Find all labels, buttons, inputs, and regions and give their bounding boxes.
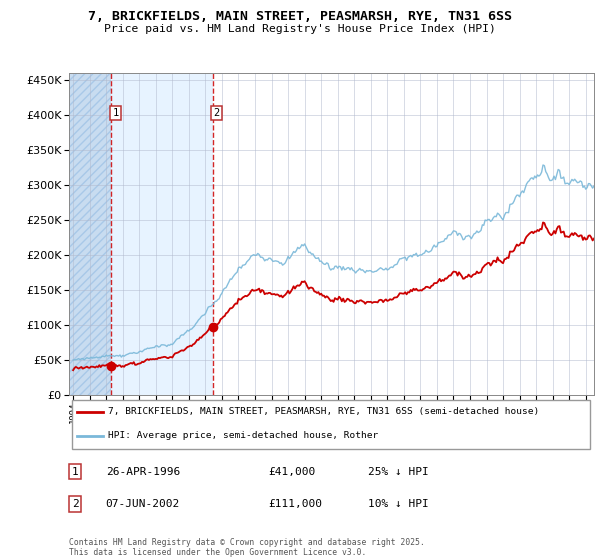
Text: 2: 2 [214, 108, 220, 118]
Bar [112, 73, 212, 395]
Text: 26-APR-1996: 26-APR-1996 [106, 466, 180, 477]
Text: 10% ↓ HPI: 10% ↓ HPI [368, 499, 429, 509]
Text: 2: 2 [72, 499, 79, 509]
Text: 07-JUN-2002: 07-JUN-2002 [106, 499, 180, 509]
Text: HPI: Average price, semi-detached house, Rother: HPI: Average price, semi-detached house,… [109, 431, 379, 440]
Text: £111,000: £111,000 [269, 499, 323, 509]
Text: 25% ↓ HPI: 25% ↓ HPI [368, 466, 429, 477]
Text: 1: 1 [112, 108, 119, 118]
Bar [69, 73, 112, 395]
Text: Contains HM Land Registry data © Crown copyright and database right 2025.
This d: Contains HM Land Registry data © Crown c… [69, 538, 425, 557]
Text: 1: 1 [72, 466, 79, 477]
FancyBboxPatch shape [71, 400, 590, 449]
Text: 7, BRICKFIELDS, MAIN STREET, PEASMARSH, RYE, TN31 6SS: 7, BRICKFIELDS, MAIN STREET, PEASMARSH, … [88, 10, 512, 23]
Text: 7, BRICKFIELDS, MAIN STREET, PEASMARSH, RYE, TN31 6SS (semi-detached house): 7, BRICKFIELDS, MAIN STREET, PEASMARSH, … [109, 408, 539, 417]
Text: Price paid vs. HM Land Registry's House Price Index (HPI): Price paid vs. HM Land Registry's House … [104, 24, 496, 34]
Text: £41,000: £41,000 [269, 466, 316, 477]
